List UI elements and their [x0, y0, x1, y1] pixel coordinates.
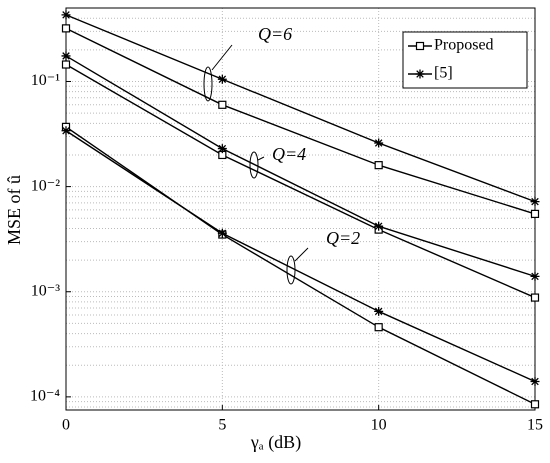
x-tick-label: 0 [62, 417, 70, 434]
marker [374, 323, 383, 332]
marker [61, 10, 71, 20]
annotation-leader [257, 156, 265, 161]
annotation-leader [211, 44, 233, 71]
marker [530, 400, 540, 409]
x-axis-label: γₐ (dB) [250, 432, 301, 453]
y-axis-label: MSE of û [4, 175, 24, 245]
annotation-ellipse [203, 66, 213, 102]
marker [61, 51, 71, 61]
marker [218, 100, 227, 109]
y-tick-label: 10⁻² [31, 177, 60, 194]
marker [374, 138, 384, 148]
marker [530, 293, 540, 302]
series-line [65, 126, 536, 405]
marker [374, 161, 383, 170]
marker [530, 197, 540, 207]
marker [374, 221, 384, 231]
marker [61, 24, 71, 33]
marker [530, 271, 540, 281]
series-line [65, 130, 536, 383]
marker [61, 60, 71, 69]
marker [374, 306, 384, 316]
legend-marker [415, 41, 425, 51]
series-line [65, 55, 536, 278]
series-line [65, 27, 536, 215]
annotation-ellipse [249, 151, 259, 179]
legend-label: [5] [434, 65, 453, 82]
legend-box [402, 31, 528, 89]
marker [530, 377, 540, 387]
annotation: Q=6 [258, 24, 292, 44]
y-tick-label: 10⁻⁴ [30, 388, 60, 405]
series-line [65, 14, 536, 203]
legend-label: Proposed [434, 37, 494, 54]
annotation: Q=4 [272, 144, 306, 164]
marker [61, 126, 71, 136]
y-tick-label: 10⁻³ [31, 282, 60, 299]
x-tick-label: 10 [371, 417, 387, 434]
x-tick-label: 5 [218, 417, 226, 434]
marker [217, 144, 227, 154]
annotation: Q=2 [326, 228, 360, 248]
annotation-leader [294, 247, 309, 262]
marker [217, 74, 227, 84]
marker [217, 228, 227, 238]
legend-marker [415, 69, 425, 79]
annotation-ellipse [286, 255, 296, 285]
series-line [65, 63, 536, 299]
plot-frame [65, 7, 536, 411]
marker [530, 209, 540, 219]
x-tick-label: 15 [527, 417, 543, 434]
y-tick-label: 10⁻¹ [31, 72, 60, 89]
